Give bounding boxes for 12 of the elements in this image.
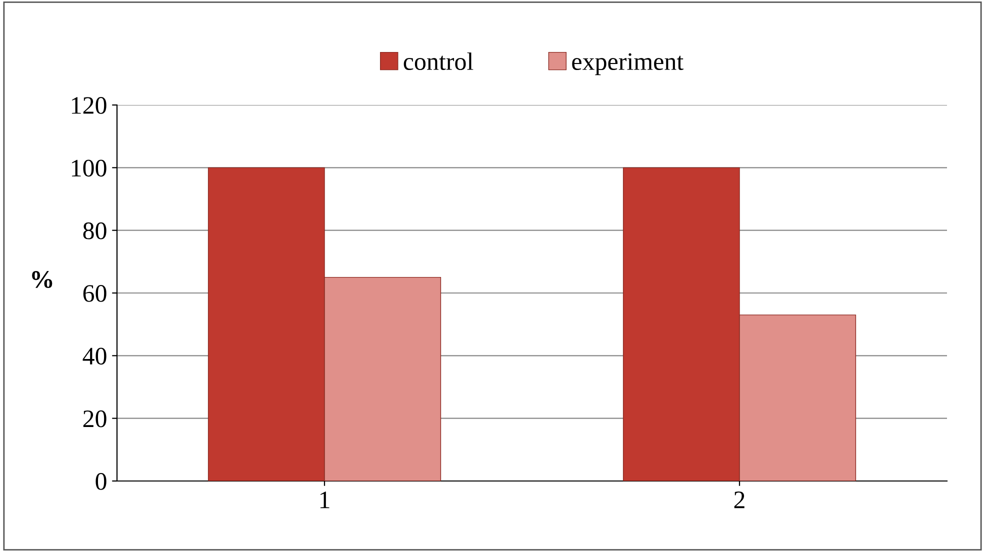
x-tick-label: 1 [320,492,330,508]
y-tick-label: 40 [82,348,106,365]
y-tick-label: 20 [83,410,106,428]
legend-label: control [404,52,474,70]
x-tick-label: 2 [734,492,744,508]
y-axis-title: % [32,271,52,288]
y-tick-label: 80 [83,222,106,240]
legend-label: experiment [572,53,684,76]
y-tick-label: 100 [72,160,106,177]
y-tick-label: 120 [72,97,106,114]
y-tick-label: 0 [96,473,106,490]
y-tick-label: 60 [83,285,106,302]
